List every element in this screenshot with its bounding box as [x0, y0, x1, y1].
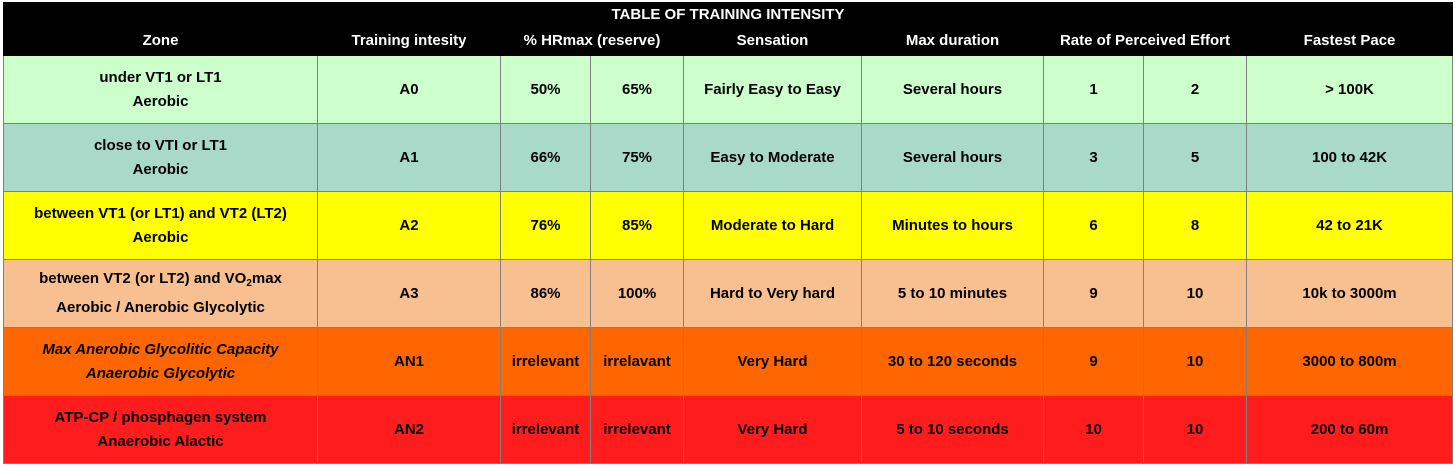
header-zone: Zone [3, 25, 318, 56]
zone-system: Anaerobic Alactic [97, 432, 224, 450]
table-row: Max Anerobic Glycolitic Capacity Anaerob… [3, 327, 1454, 396]
title-row: TABLE OF TRAINING INTENSITY [2, 2, 1454, 26]
rpe-low: 9 [1043, 259, 1144, 328]
intensity-level: A1 [317, 123, 501, 192]
fastest-pace: 10k to 3000m [1245, 259, 1454, 328]
zone-system: Anaerobic Glycolytic [85, 364, 236, 382]
hr-low: 76% [500, 191, 591, 260]
zone-threshold-subscript: 2 [246, 278, 252, 289]
rpe-low: 3 [1043, 123, 1144, 192]
sensation: Very Hard [683, 327, 862, 396]
hr-high: irrelevant [590, 395, 684, 464]
hr-low: 50% [500, 55, 591, 124]
header-fastest-pace: Fastest Pace [1245, 25, 1454, 56]
zone-threshold: between VT1 (or LT1) and VT2 (LT2) [34, 204, 287, 222]
header-training-intensity: Training intesity [317, 25, 501, 56]
intensity-level: AN2 [317, 395, 501, 464]
zone-threshold: under VT1 or LT1 [99, 68, 222, 86]
zone-threshold: ATP-CP / phosphagen system [54, 408, 267, 426]
rpe-high: 5 [1143, 123, 1247, 192]
intensity-level: A3 [317, 259, 501, 328]
fastest-pace: 100 to 42K [1245, 123, 1454, 192]
fastest-pace: 3000 to 800m [1245, 327, 1454, 396]
zone-threshold: between VT2 (or LT2) and VO2max [5, 267, 317, 296]
header-max-duration: Max duration [861, 25, 1044, 56]
table-row: ATP-CP / phosphagen system Anaerobic Ala… [3, 395, 1454, 464]
header-rpe: Rate of Perceived Effort [1043, 25, 1247, 56]
table-row: close to VTI or LT1 Aerobic A1 66% 75% E… [3, 123, 1454, 192]
zone-threshold-suffix: max [251, 270, 282, 287]
header-row: Zone Training intesity % HRmax (reserve)… [3, 25, 1454, 56]
hr-high: irrelavant [590, 327, 684, 396]
hr-high: 100% [590, 259, 684, 328]
zone-cell: between VT2 (or LT2) and VO2max Aerobic … [3, 259, 318, 328]
intensity-level: A0 [317, 55, 501, 124]
zone-cell: ATP-CP / phosphagen system Anaerobic Ala… [3, 395, 318, 464]
table-row: between VT1 (or LT1) and VT2 (LT2) Aerob… [3, 191, 1454, 260]
rpe-low: 6 [1043, 191, 1144, 260]
max-duration: Several hours [861, 123, 1044, 192]
zone-cell: under VT1 or LT1 Aerobic [3, 55, 318, 124]
hr-high: 65% [590, 55, 684, 124]
rpe-high: 10 [1143, 327, 1247, 396]
hr-high: 75% [590, 123, 684, 192]
table-row: under VT1 or LT1 Aerobic A0 50% 65% Fair… [3, 55, 1454, 124]
max-duration: 30 to 120 seconds [861, 327, 1044, 396]
zone-system: Aerobic [132, 228, 189, 246]
table-row: between VT2 (or LT2) and VO2max Aerobic … [3, 259, 1454, 328]
zone-cell: Max Anerobic Glycolitic Capacity Anaerob… [3, 327, 318, 396]
hr-low: irrelevant [500, 395, 591, 464]
rpe-low: 1 [1043, 55, 1144, 124]
sensation: Moderate to Hard [683, 191, 862, 260]
rpe-low: 10 [1043, 395, 1144, 464]
hr-high: 85% [590, 191, 684, 260]
zone-threshold: Max Anerobic Glycolitic Capacity [42, 340, 279, 358]
zone-threshold-prefix: between VT2 (or LT2) and VO [39, 270, 247, 287]
fastest-pace: > 100K [1245, 55, 1454, 124]
fastest-pace: 200 to 60m [1245, 395, 1454, 464]
rpe-high: 10 [1143, 395, 1247, 464]
intensity-level: AN1 [317, 327, 501, 396]
zone-cell: close to VTI or LT1 Aerobic [3, 123, 318, 192]
rpe-low: 9 [1043, 327, 1144, 396]
zone-cell: between VT1 (or LT1) and VT2 (LT2) Aerob… [3, 191, 318, 260]
zone-system: Aerobic / Anerobic Glycolytic [56, 299, 265, 316]
sensation: Very Hard [683, 395, 862, 464]
intensity-level: A2 [317, 191, 501, 260]
zone-threshold: close to VTI or LT1 [93, 136, 228, 154]
header-hr-reserve: % HRmax (reserve) [500, 25, 684, 56]
header-sensation: Sensation [683, 25, 862, 56]
rpe-high: 2 [1143, 55, 1247, 124]
table-title: TABLE OF TRAINING INTENSITY [2, 2, 1454, 26]
zone-system: Aerobic [132, 160, 189, 178]
max-duration: Several hours [861, 55, 1044, 124]
fastest-pace: 42 to 21K [1245, 191, 1454, 260]
zone-system: Aerobic [132, 92, 189, 110]
max-duration: 5 to 10 seconds [861, 395, 1044, 464]
sensation: Fairly Easy to Easy [683, 55, 862, 124]
rpe-high: 8 [1143, 191, 1247, 260]
rpe-high: 10 [1143, 259, 1247, 328]
hr-low: irrelevant [500, 327, 591, 396]
hr-low: 66% [500, 123, 591, 192]
max-duration: 5 to 10 minutes [861, 259, 1044, 328]
sensation: Hard to Very hard [683, 259, 862, 328]
max-duration: Minutes to hours [861, 191, 1044, 260]
hr-low: 86% [500, 259, 591, 328]
sensation: Easy to Moderate [683, 123, 862, 192]
